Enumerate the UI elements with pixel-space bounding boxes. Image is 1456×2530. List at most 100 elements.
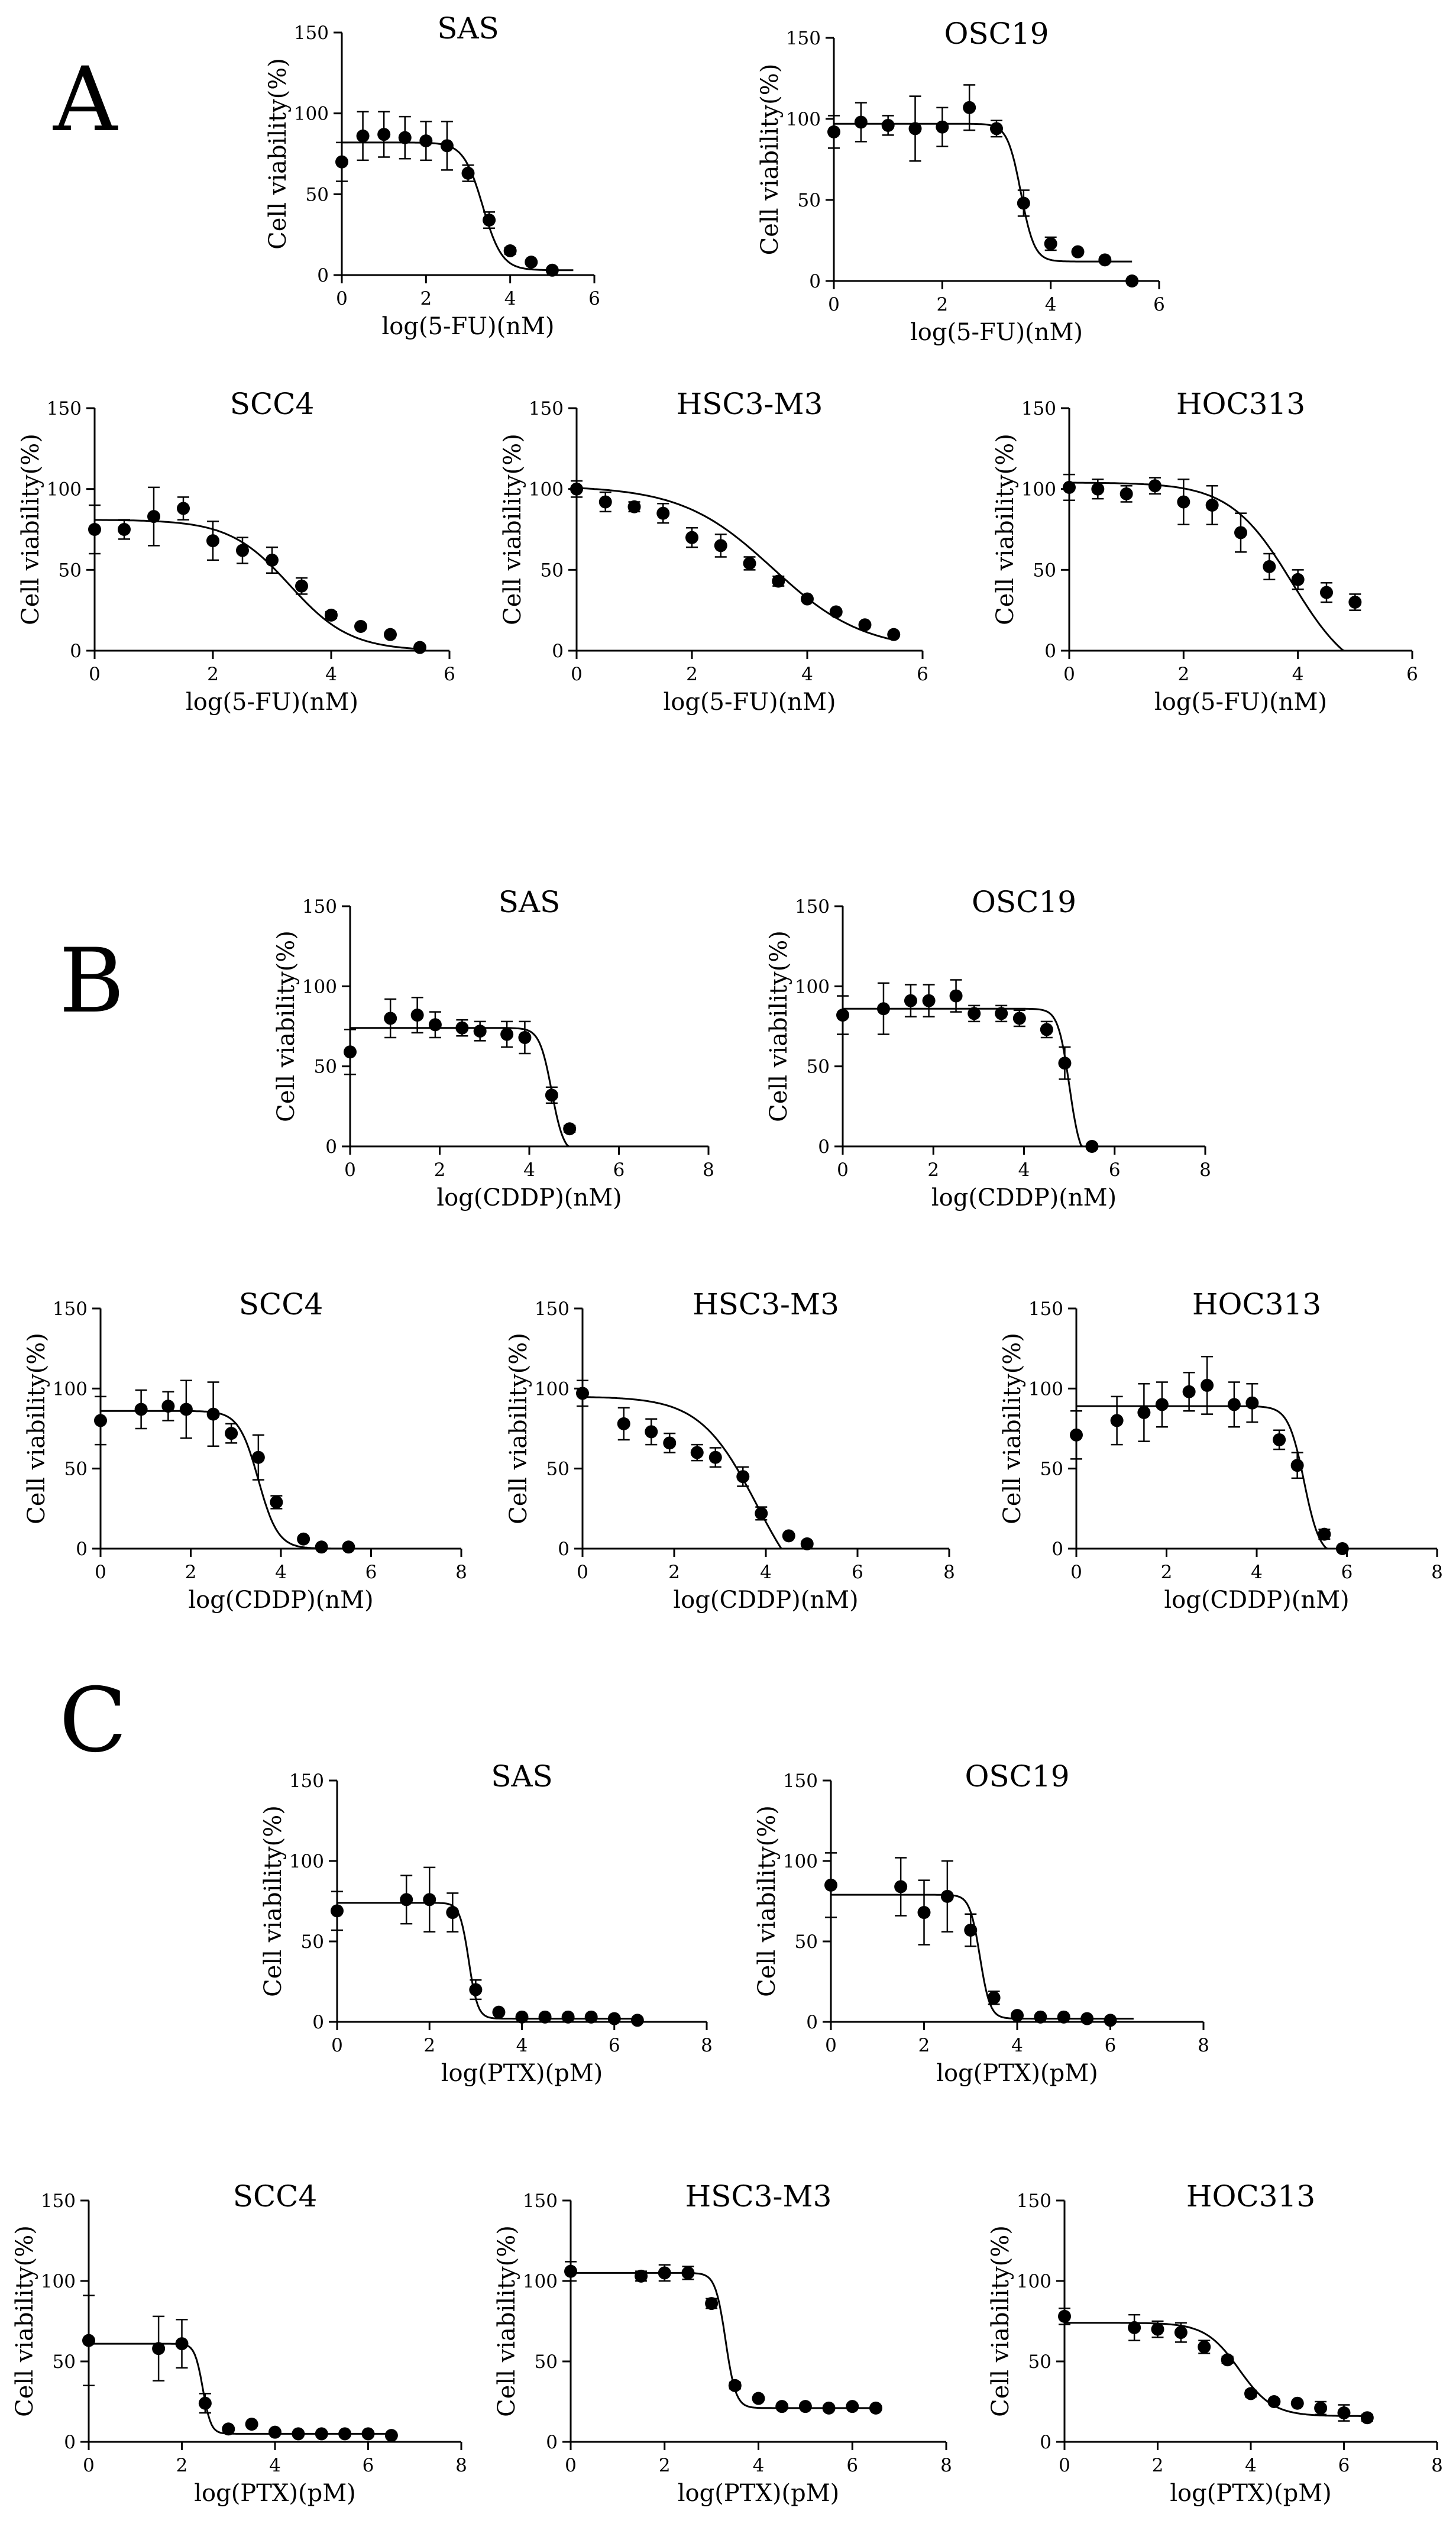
data-point xyxy=(377,128,391,141)
data-point xyxy=(1058,2309,1071,2323)
y-tick-label: 150 xyxy=(783,1770,818,1792)
y-tick-label: 100 xyxy=(786,109,821,130)
y-tick-label: 150 xyxy=(302,896,337,917)
y-tick-label: 0 xyxy=(1044,641,1056,662)
y-tick-label: 50 xyxy=(546,1459,570,1480)
data-point xyxy=(206,534,219,548)
fit-curve xyxy=(1076,1405,1342,1550)
data-point xyxy=(398,131,412,144)
chart-hsc3-m3: 0 50 100 150 0 2 4 6 HSC3-M3 log(5-FU)(nM) Cell vi… xyxy=(499,387,928,716)
chart-scc4: 0 50 100 150 0 2 4 6 8 SCC4 log(CDDP)(nM) Cell viab… xyxy=(23,1287,467,1614)
fit-curve xyxy=(350,1027,597,1148)
data-point xyxy=(492,2005,506,2019)
data-point xyxy=(728,2379,742,2392)
data-point xyxy=(617,1417,630,1430)
data-point xyxy=(854,115,868,129)
y-tick-label: 100 xyxy=(783,1851,818,1872)
data-point xyxy=(344,1045,357,1059)
y-tick-label: 0 xyxy=(76,1539,88,1560)
x-tick-label: 8 xyxy=(1198,2035,1209,2056)
data-point xyxy=(801,592,814,606)
y-axis-label: Cell viability(%) xyxy=(999,1333,1026,1524)
y-tick-label: 150 xyxy=(529,398,564,419)
x-tick-label: 2 xyxy=(1152,2455,1164,2476)
y-axis-label: Cell viability(%) xyxy=(753,1805,781,1997)
data-point xyxy=(206,1407,220,1421)
y-tick-label: 50 xyxy=(301,1931,324,1953)
data-point xyxy=(94,1414,107,1427)
y-tick-label: 0 xyxy=(1040,2432,1051,2453)
data-point xyxy=(822,2401,836,2415)
data-point xyxy=(525,256,538,269)
data-point xyxy=(410,1009,424,1022)
x-tick-label: 4 xyxy=(504,288,516,309)
data-point xyxy=(440,139,454,153)
data-point xyxy=(179,1403,193,1416)
fit-curve xyxy=(831,1894,1134,2020)
y-tick-label: 0 xyxy=(546,2432,558,2453)
data-point xyxy=(772,574,785,588)
chart-title: HOC313 xyxy=(1186,2179,1315,2214)
data-point xyxy=(1177,495,1190,509)
x-tick-label: 0 xyxy=(577,1562,588,1583)
y-tick-label: 50 xyxy=(795,1931,818,1953)
data-point xyxy=(690,1446,704,1459)
fit-curve xyxy=(583,1396,826,1550)
data-point xyxy=(461,166,475,180)
x-tick-label: 2 xyxy=(686,664,698,685)
chart-title: SAS xyxy=(491,1759,553,1794)
data-point xyxy=(987,1991,1001,2005)
x-tick-label: 4 xyxy=(516,2035,528,2056)
data-point xyxy=(598,495,612,509)
x-tick-label: 0 xyxy=(1070,1562,1082,1583)
data-point xyxy=(645,1425,658,1439)
panel-B: B 0 50 100 150 0 2 4 6 8 SAS log(CDDP)(nM) Cell viab… xyxy=(23,885,1443,1614)
data-point xyxy=(563,1122,577,1136)
x-axis-label: log(5-FU)(nM) xyxy=(663,689,836,716)
data-point xyxy=(356,129,370,143)
x-axis-label: log(CDDP)(nM) xyxy=(931,1184,1117,1211)
data-point xyxy=(1128,2321,1141,2334)
data-point xyxy=(963,101,976,114)
y-tick-label: 150 xyxy=(294,22,329,44)
x-tick-label: 4 xyxy=(325,664,337,685)
data-point xyxy=(1085,1140,1099,1153)
data-point xyxy=(251,1450,265,1464)
data-point xyxy=(887,628,901,641)
data-point xyxy=(752,2392,765,2405)
x-tick-label: 8 xyxy=(1431,1562,1443,1583)
y-axis-label: Cell viability(%) xyxy=(987,2225,1014,2417)
x-axis-label: log(5-FU)(nM) xyxy=(186,689,358,716)
y-tick-label: 50 xyxy=(306,184,329,205)
data-point xyxy=(419,134,433,148)
data-point xyxy=(570,482,583,496)
y-tick-label: 150 xyxy=(53,1298,88,1320)
data-point xyxy=(869,2401,882,2415)
data-point xyxy=(1290,2396,1304,2410)
data-point xyxy=(518,1030,532,1044)
x-tick-label: 8 xyxy=(703,1159,714,1181)
data-point xyxy=(177,502,190,515)
data-point xyxy=(335,155,348,169)
x-tick-label: 0 xyxy=(825,2035,837,2056)
y-tick-label: 0 xyxy=(818,1136,830,1158)
x-tick-label: 6 xyxy=(1406,664,1418,685)
data-point xyxy=(1198,2340,1211,2354)
fit-curve xyxy=(101,1410,349,1550)
data-point xyxy=(705,2297,719,2311)
data-point xyxy=(1201,1378,1214,1392)
y-tick-label: 50 xyxy=(59,560,82,581)
data-point xyxy=(1098,253,1112,267)
data-point xyxy=(225,1427,238,1440)
x-tick-label: 4 xyxy=(753,2455,765,2476)
data-point xyxy=(658,2266,671,2280)
data-point xyxy=(222,2422,235,2436)
chart-title: OSC19 xyxy=(965,1759,1069,1794)
data-point xyxy=(564,2264,577,2278)
data-point xyxy=(798,2400,812,2413)
data-point xyxy=(904,994,917,1007)
x-axis-label: log(PTX)(pM) xyxy=(194,2480,356,2507)
x-tick-label: 0 xyxy=(565,2455,577,2476)
data-point xyxy=(1063,480,1076,494)
data-point xyxy=(147,510,160,524)
